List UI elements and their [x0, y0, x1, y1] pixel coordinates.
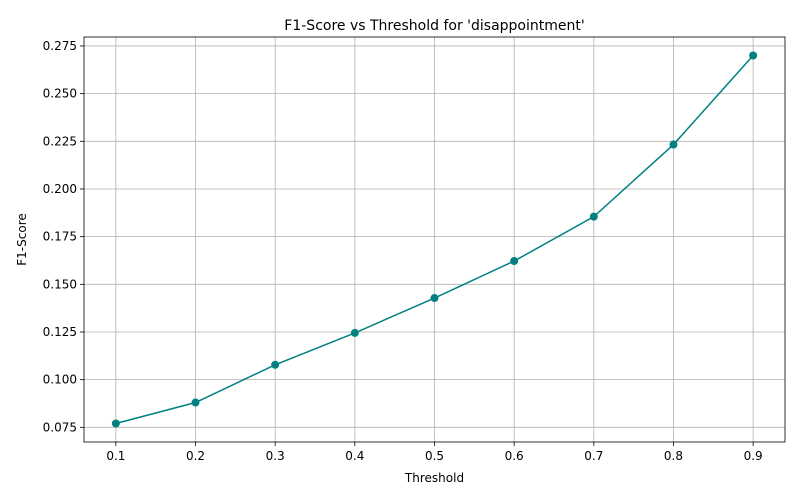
data-point	[430, 294, 439, 303]
x-tick-label: 0.6	[505, 449, 524, 463]
data-point	[191, 398, 200, 407]
y-tick-label: 0.125	[43, 325, 77, 339]
y-tick-label: 0.175	[43, 230, 77, 244]
x-tick-label: 0.4	[345, 449, 364, 463]
data-point	[669, 140, 678, 149]
y-tick-label: 0.075	[43, 420, 77, 434]
data-point	[510, 257, 519, 266]
x-tick-label: 0.1	[106, 449, 125, 463]
grid	[84, 37, 785, 442]
y-tick-label: 0.150	[43, 277, 77, 291]
chart-title: F1-Score vs Threshold for 'disappointmen…	[284, 18, 584, 34]
y-tick-label: 0.200	[43, 182, 77, 196]
data-point	[350, 328, 359, 337]
x-tick-label: 0.8	[664, 449, 683, 463]
x-axis-label: Threshold	[404, 471, 464, 485]
y-tick-label: 0.275	[43, 39, 77, 53]
data-point	[749, 51, 758, 60]
plot-frame	[83, 36, 786, 443]
x-tick-label: 0.3	[266, 449, 285, 463]
x-tick-label: 0.9	[744, 449, 763, 463]
y-tick-label: 0.100	[43, 373, 77, 387]
x-tick-label: 0.7	[584, 449, 603, 463]
y-tick-label: 0.250	[43, 87, 77, 101]
x-tick-label: 0.5	[425, 449, 444, 463]
data-point	[589, 212, 598, 221]
axis-ticks: 0.1 0.2 0.3 0.4 0.5 0.6 0.7 0.8 0.9 0.075 0.100 0.1…	[43, 39, 763, 463]
data-point	[271, 360, 280, 369]
data-point	[111, 419, 120, 428]
x-tick-label: 0.2	[186, 449, 205, 463]
y-axis-label: F1-Score	[15, 213, 29, 265]
y-tick-label: 0.225	[43, 134, 77, 148]
series	[111, 51, 758, 428]
